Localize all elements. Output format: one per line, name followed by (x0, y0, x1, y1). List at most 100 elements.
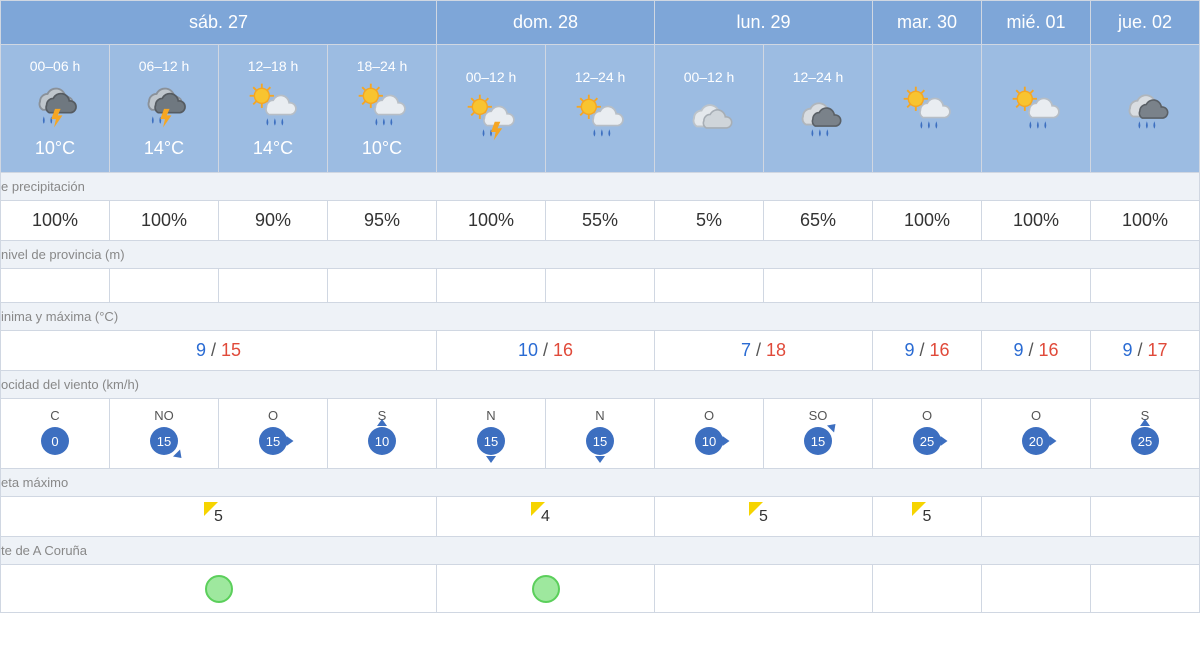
wind-speed-badge: 15 (586, 427, 614, 455)
wind-arrow-icon (1050, 436, 1057, 446)
snow-cell (982, 269, 1091, 303)
forecast-period-cell: 00–12 h (437, 45, 546, 173)
precip-cell: 55% (546, 201, 655, 241)
period-label: 12–24 h (764, 69, 872, 85)
temp-min: 9 (196, 340, 206, 360)
wind-arrow-icon (595, 456, 605, 463)
temp-min: 10 (518, 340, 538, 360)
forecast-period-cell (982, 45, 1091, 173)
precip-cell: 100% (110, 201, 219, 241)
uv-cell: 5 (873, 497, 982, 537)
wind-cell: O 10 (655, 399, 764, 469)
snow-cell (546, 269, 655, 303)
period-temp: 14°C (110, 138, 218, 159)
day-header: dom. 28 (437, 1, 655, 45)
snow-cell (437, 269, 546, 303)
wind-cell: C 0 (1, 399, 110, 469)
weather-icon (437, 89, 545, 147)
weather-icon (1091, 81, 1199, 139)
temp-max: 16 (1039, 340, 1059, 360)
precip-cell: 100% (437, 201, 546, 241)
weather-icon (110, 78, 218, 136)
wind-speed-badge: 0 (41, 427, 69, 455)
precip-value: 5% (696, 210, 722, 230)
wind-direction: O (982, 408, 1090, 423)
weather-icon (219, 78, 327, 136)
temp-max: 18 (766, 340, 786, 360)
temp-min: 7 (741, 340, 751, 360)
section-label: eta máximo (1, 469, 1200, 497)
snow-cell (1, 269, 110, 303)
section-label: inima y máxima (°C) (1, 303, 1200, 331)
snow-cell (764, 269, 873, 303)
wind-direction: O (219, 408, 327, 423)
precip-value: 55% (582, 210, 618, 230)
day-header: sáb. 27 (1, 1, 437, 45)
period-label: 00–12 h (437, 69, 545, 85)
wind-arrow-icon (377, 419, 387, 426)
wind-arrow-icon (1140, 419, 1150, 426)
snow-cell (1091, 269, 1200, 303)
minmax-cell: 9 / 17 (1091, 331, 1200, 371)
uv-badge: 5 (914, 504, 940, 530)
precip-cell: 65% (764, 201, 873, 241)
snow-cell (219, 269, 328, 303)
sky-cell (1091, 565, 1200, 613)
forecast-period-cell: 00–06 h 10°C (1, 45, 110, 173)
uv-badge: 5 (206, 504, 232, 530)
wind-arrow-icon (486, 456, 496, 463)
day-header: mié. 01 (982, 1, 1091, 45)
precip-value: 100% (904, 210, 950, 230)
wind-speed-badge: 15 (259, 427, 287, 455)
temp-max: 15 (221, 340, 241, 360)
uv-badge: 4 (533, 504, 559, 530)
day-header: jue. 02 (1091, 1, 1200, 45)
wind-direction: NO (110, 408, 218, 423)
precip-value: 100% (141, 210, 187, 230)
precip-cell: 100% (873, 201, 982, 241)
snow-cell (110, 269, 219, 303)
wind-arrow-icon (941, 436, 948, 446)
wind-speed-badge: 25 (913, 427, 941, 455)
precip-cell: 100% (1, 201, 110, 241)
wind-cell: SO 15 (764, 399, 873, 469)
uv-cell: 5 (1, 497, 437, 537)
wind-cell: N 15 (546, 399, 655, 469)
forecast-period-cell: 06–12 h 14°C (110, 45, 219, 173)
wind-cell: N 15 (437, 399, 546, 469)
minmax-cell: 9 / 16 (982, 331, 1091, 371)
sky-state-icon (532, 575, 560, 603)
wind-cell: NO 15 (110, 399, 219, 469)
wind-cell: O 15 (219, 399, 328, 469)
wind-cell: S 25 (1091, 399, 1200, 469)
day-header-row: sáb. 27dom. 28lun. 29mar. 30mié. 01jue. … (1, 1, 1200, 45)
period-temp: 10°C (328, 138, 436, 159)
wind-direction: N (546, 408, 654, 423)
uv-cell: 4 (437, 497, 655, 537)
period-label: 12–18 h (219, 58, 327, 74)
temp-max: 16 (930, 340, 950, 360)
period-temp: 14°C (219, 138, 327, 159)
wind-speed-badge: 10 (368, 427, 396, 455)
minmax-cell: 9 / 16 (873, 331, 982, 371)
wind-direction: O (655, 408, 763, 423)
precip-value: 95% (364, 210, 400, 230)
minmax-cell: 9 / 15 (1, 331, 437, 371)
weather-icon (982, 81, 1090, 139)
uv-cell (1091, 497, 1200, 537)
forecast-period-cell: 00–12 h (655, 45, 764, 173)
temp-min: 9 (904, 340, 914, 360)
sky-cell (873, 565, 982, 613)
minmax-cell: 10 / 16 (437, 331, 655, 371)
sky-cell (655, 565, 873, 613)
forecast-period-cell: 12–24 h (546, 45, 655, 173)
forecast-period-cell (873, 45, 982, 173)
wind-arrow-icon (723, 436, 730, 446)
section-label: te de A Coruña (1, 537, 1200, 565)
precip-value: 65% (800, 210, 836, 230)
temp-max: 16 (553, 340, 573, 360)
sky-cell (437, 565, 655, 613)
period-temp: 10°C (1, 138, 109, 159)
precip-cell: 5% (655, 201, 764, 241)
temp-max: 17 (1148, 340, 1168, 360)
